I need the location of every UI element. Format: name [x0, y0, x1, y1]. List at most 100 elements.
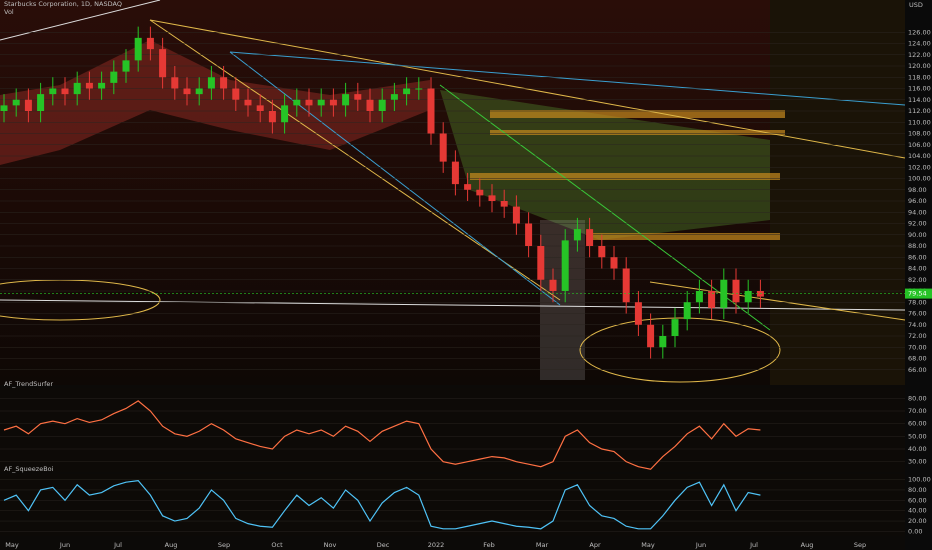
y-tick-label: 118.00 — [908, 73, 931, 81]
candle-body — [732, 279, 740, 303]
x-tick-label: May — [5, 541, 19, 549]
candle-body — [354, 94, 362, 100]
candle-body — [110, 71, 118, 83]
y-tick-label: 98.00 — [908, 186, 927, 194]
candle-body — [464, 184, 472, 190]
candle-body — [146, 37, 154, 50]
candle-body — [390, 94, 398, 100]
y-tick-label: 76.00 — [908, 310, 927, 318]
candle-body — [0, 105, 8, 111]
candle-body — [12, 99, 20, 106]
pane-title: AF_SqueezeBoi — [4, 465, 54, 473]
candle-body — [512, 206, 520, 224]
candle-body — [427, 88, 435, 134]
candle-body — [73, 82, 81, 95]
candle-body — [195, 88, 203, 95]
candle-body — [305, 99, 313, 106]
candle-body — [415, 88, 423, 90]
zone — [590, 233, 780, 240]
y-tick-label: 88.00 — [908, 242, 927, 250]
x-tick-label: 2022 — [428, 541, 445, 549]
x-tick-label: Sep — [854, 541, 866, 549]
y-tick-label: 82.00 — [908, 276, 927, 284]
candle-body — [561, 240, 569, 291]
y-tick-label: 106.00 — [908, 141, 931, 149]
ellipse — [579, 317, 781, 383]
candle-body — [232, 88, 240, 100]
zone — [490, 110, 785, 118]
candle-body — [573, 229, 581, 241]
candle-body — [500, 201, 508, 207]
oscillator-line — [3, 400, 761, 470]
candle-body — [171, 77, 179, 89]
x-tick-label: Nov — [324, 541, 337, 549]
candle-body — [683, 302, 691, 320]
candle-body — [439, 133, 447, 162]
candle-body — [634, 302, 642, 325]
x-tick-label: Jul — [749, 541, 758, 549]
y-tick-label: 120.00 — [908, 62, 931, 70]
candle-body — [317, 99, 325, 106]
candle-body — [281, 105, 289, 123]
pane-title: AF_TrendSurfer — [4, 380, 53, 388]
candle-body — [744, 291, 752, 303]
y-tick-label: 50.00 — [908, 432, 927, 440]
y-tick-label: 60.00 — [908, 420, 927, 428]
price-axis — [905, 0, 932, 550]
y-tick-label: 84.00 — [908, 265, 927, 273]
candle-body — [207, 77, 215, 89]
y-tick-label: 40.00 — [908, 445, 927, 453]
y-tick-label: 70.00 — [908, 407, 927, 415]
candle-body — [183, 88, 191, 95]
candle-body — [708, 291, 716, 308]
y-tick-label: 100.00 — [908, 476, 931, 484]
y-tick-label: 20.00 — [908, 517, 927, 525]
candle-body — [525, 223, 533, 246]
trend-line — [0, 299, 906, 311]
y-tick-label: 72.00 — [908, 332, 927, 340]
candle-body — [403, 88, 411, 95]
candle-body — [244, 99, 252, 106]
y-tick-label: 30.00 — [908, 458, 927, 466]
last-price-tag — [905, 288, 932, 299]
y-tick-label: 80.00 — [908, 486, 927, 494]
osc-pane-2 — [0, 474, 905, 536]
candle-body — [61, 88, 69, 95]
candle-body — [622, 268, 630, 303]
candle-body — [37, 94, 45, 111]
y-tick-label: 40.00 — [908, 507, 927, 515]
x-tick-label: Aug — [801, 541, 814, 549]
trend-line — [149, 19, 561, 301]
x-tick-label: Mar — [536, 541, 549, 549]
x-tick-label: Feb — [483, 541, 495, 549]
trend-line — [149, 19, 906, 159]
y-tick-label: 94.00 — [908, 208, 927, 216]
y-tick-label: 126.00 — [908, 28, 931, 36]
y-tick-label: 124.00 — [908, 40, 931, 48]
candle-body — [85, 82, 93, 89]
y-tick-label: 110.00 — [908, 118, 931, 126]
y-tick-label: 122.00 — [908, 51, 931, 59]
candle-body — [549, 279, 557, 291]
candle-body — [659, 336, 667, 348]
x-tick-label: Aug — [165, 541, 178, 549]
candle-body — [268, 111, 276, 123]
osc-pane-1 — [0, 388, 905, 472]
last-price-label: 79.54 — [908, 290, 927, 298]
candle-body — [256, 105, 264, 111]
x-tick-label: Jun — [695, 541, 706, 549]
currency: USD — [909, 1, 923, 9]
candle-body — [220, 77, 228, 89]
candle-body — [24, 99, 32, 111]
candle-body — [98, 82, 106, 89]
future-zone — [770, 0, 905, 385]
y-tick-label: 86.00 — [908, 253, 927, 261]
trend-line — [0, 0, 161, 41]
y-tick-label: 92.00 — [908, 220, 927, 228]
y-tick-label: 80.00 — [908, 394, 927, 402]
y-tick-label: 68.00 — [908, 355, 927, 363]
candle-body — [159, 49, 167, 78]
y-tick-label: 90.00 — [908, 231, 927, 239]
green-cone — [440, 90, 770, 240]
